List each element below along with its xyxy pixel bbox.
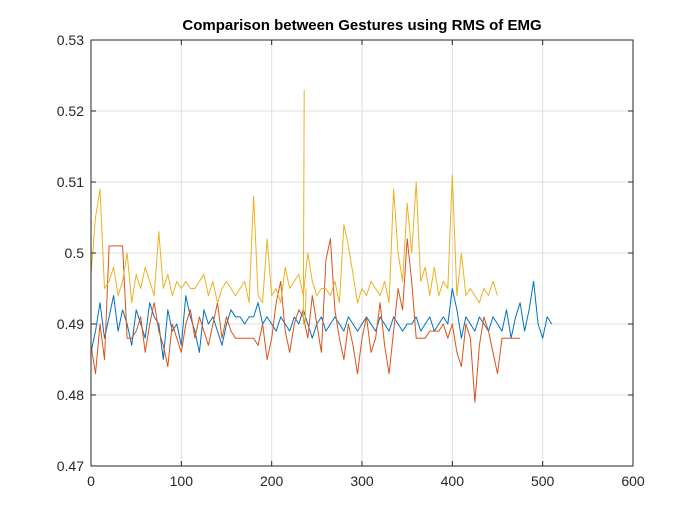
x-tick-label: 100 bbox=[170, 473, 194, 489]
x-tick-label: 500 bbox=[531, 473, 555, 489]
y-tick-label: 0.52 bbox=[57, 103, 84, 119]
x-tick-label: 600 bbox=[621, 473, 645, 489]
series-spike-1 bbox=[302, 89, 307, 325]
x-tick-label: 200 bbox=[260, 473, 284, 489]
y-axis: 0.47 0.48 0.49 0.5 0.51 0.52 0.53 bbox=[57, 32, 84, 474]
axis-ticks bbox=[90, 39, 634, 467]
x-tick-label: 0 bbox=[87, 473, 95, 489]
x-tick-label: 400 bbox=[441, 473, 465, 489]
x-axis: 0 100 200 300 400 500 600 bbox=[87, 473, 645, 489]
y-tick-label: 0.47 bbox=[57, 458, 84, 474]
chart-title: Comparison between Gestures using RMS of… bbox=[182, 17, 541, 34]
grid-lines bbox=[91, 40, 633, 466]
series-line-3 bbox=[90, 174, 498, 304]
y-tick-label: 0.5 bbox=[65, 245, 85, 261]
y-tick-label: 0.51 bbox=[57, 174, 84, 190]
series-group bbox=[90, 89, 553, 403]
series-line-2 bbox=[90, 238, 521, 403]
y-tick-label: 0.48 bbox=[57, 387, 84, 403]
x-tick-label: 300 bbox=[350, 473, 374, 489]
y-tick-label: 0.49 bbox=[57, 316, 84, 332]
series-line-1 bbox=[90, 280, 553, 360]
y-tick-label: 0.53 bbox=[57, 32, 84, 48]
